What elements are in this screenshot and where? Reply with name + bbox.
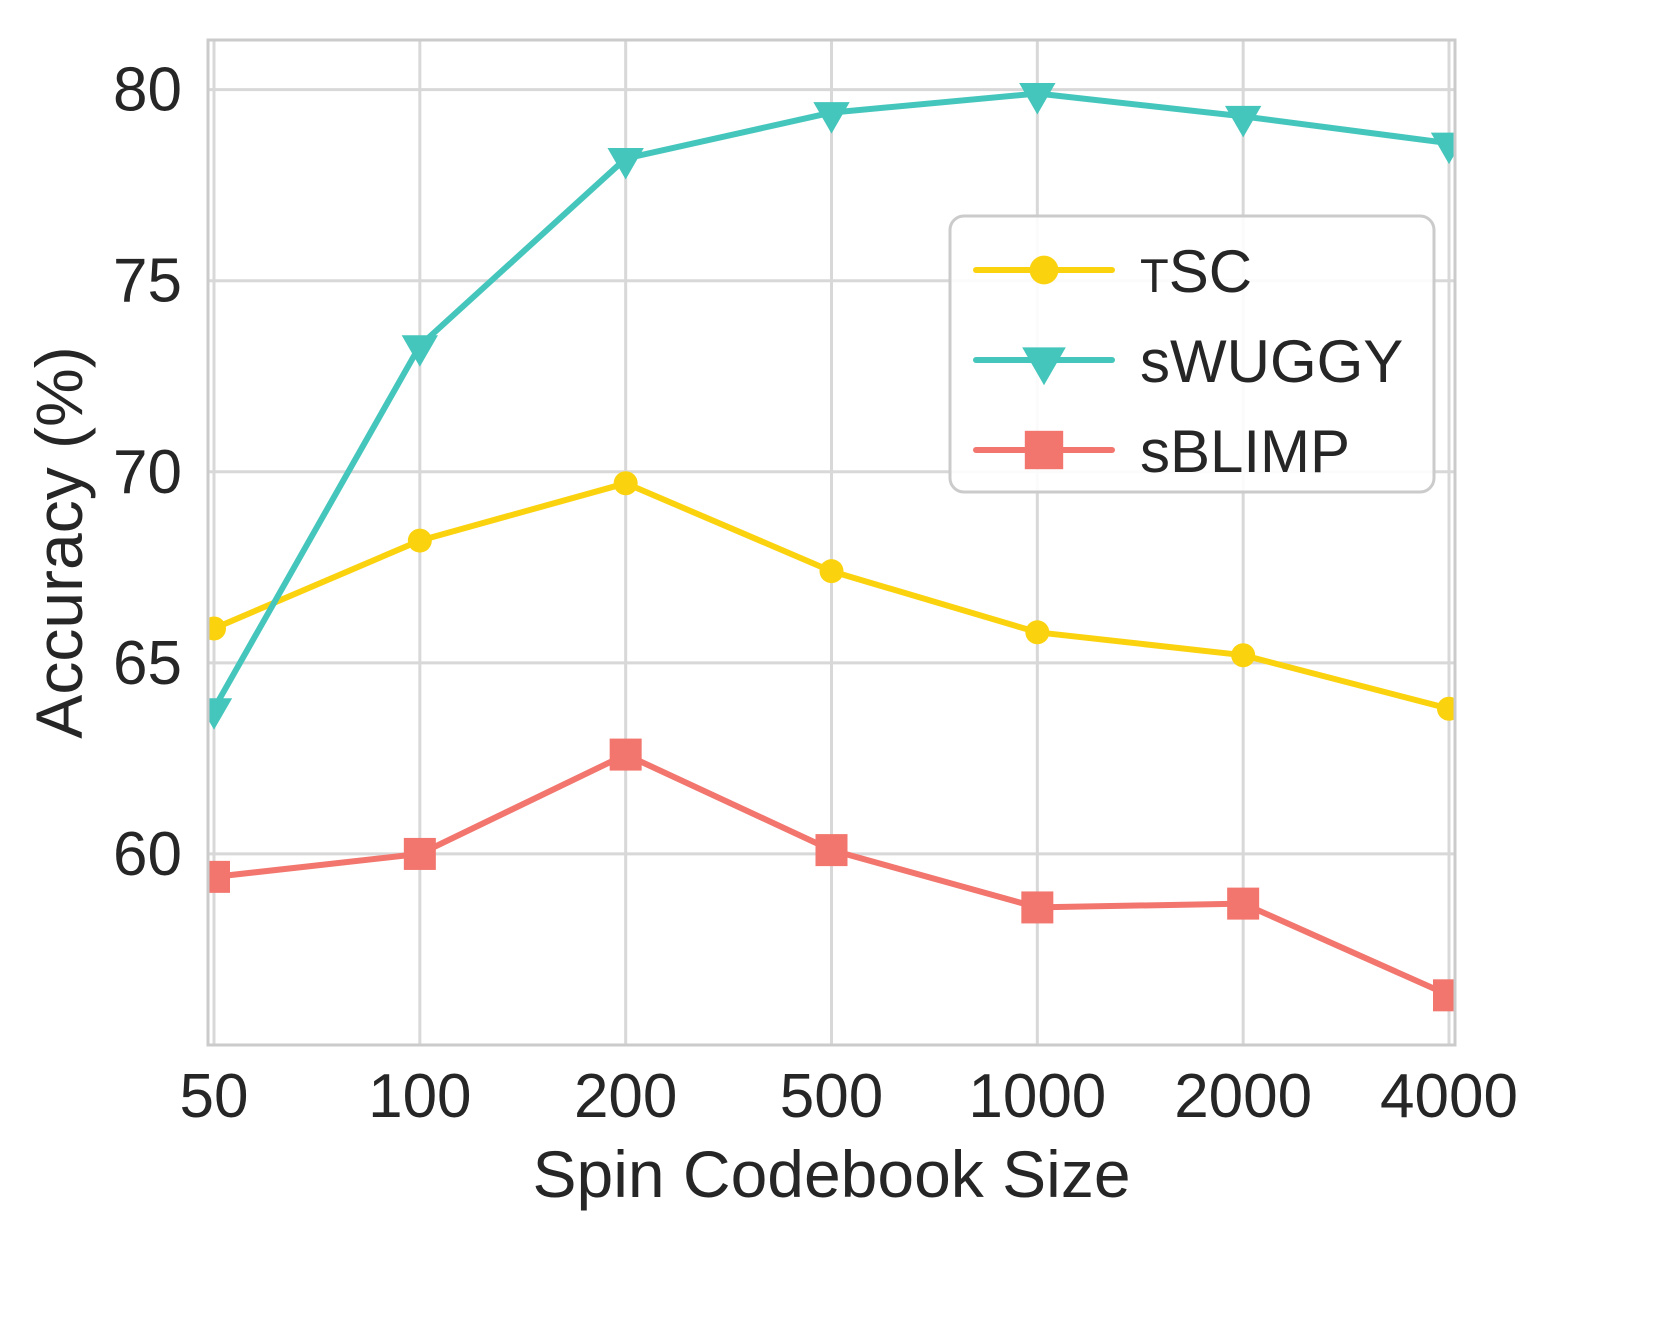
x-tick-label: 2000 [1174,1062,1312,1131]
marker-swuggy [1430,132,1455,165]
marker-sblimp [1433,979,1455,1012]
y-tick-label: 80 [113,56,182,125]
marker-tsc [1231,643,1256,668]
y-tick-label: 60 [113,820,182,889]
x-tick-label: 200 [574,1062,677,1131]
marker-swuggy [401,335,439,367]
plot-area [208,82,1455,1012]
marker-swuggy [208,698,233,730]
marker-swuggy [607,147,644,180]
legend-label-swuggy: sWUGGY [1140,328,1403,395]
y-tick-label: 75 [113,247,182,316]
y-tick-label: 65 [113,629,182,698]
marker-sblimp [1227,887,1260,920]
x-tick-label: 1000 [968,1062,1106,1131]
marker-sblimp [403,837,436,870]
legend-marker-swuggy [1022,347,1066,386]
marker-tsc [208,616,226,641]
legend-label-tsc: TSC [1140,238,1252,305]
legend: TSC sWUGGY sBLIMP [948,214,1436,494]
legend-marker-tsc [1029,255,1059,285]
marker-tsc [613,471,638,496]
marker-swuggy [1224,105,1262,138]
y-axis-label: Accuracy (%) [22,346,96,738]
x-axis-label: Spin Codebook Size [532,1137,1130,1211]
marker-tsc [407,528,432,553]
marker-sblimp [609,738,642,771]
x-tick-label: 4000 [1380,1062,1518,1131]
marker-sblimp [208,860,230,893]
plot-border [206,38,1457,1047]
marker-sblimp [1021,891,1054,924]
marker-tsc [1025,620,1050,645]
marker-tsc [1437,696,1455,721]
marker-tsc [819,559,844,584]
x-tick-label: 50 [180,1062,249,1131]
legend-marker-sblimp [1024,430,1064,470]
legend-label-sblimp: sBLIMP [1140,418,1350,485]
marker-swuggy [813,102,850,134]
y-tick-label: 70 [113,438,182,507]
legend-box [948,214,1436,494]
x-tick-label: 100 [368,1062,471,1131]
marker-sblimp [815,834,848,867]
grid [208,40,1455,1045]
x-tick-label: 500 [780,1062,883,1131]
marker-swuggy [1019,82,1056,115]
